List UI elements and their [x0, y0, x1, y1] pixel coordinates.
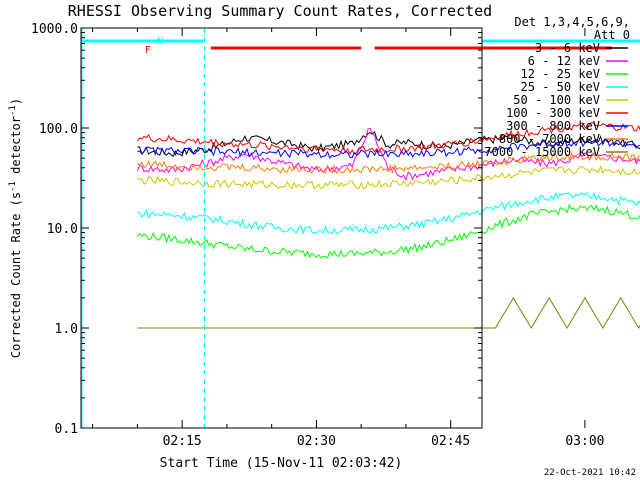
series-line-7: [137, 151, 640, 175]
legend-label: 50 - 100 keV: [513, 93, 600, 107]
x-axis-label: Start Time (15-Nov-11 02:03:42): [160, 456, 403, 471]
y-axis-label-exponent-1: -1: [8, 181, 18, 192]
x-tick-label: 02:45: [431, 434, 470, 449]
series-line-0: [137, 130, 640, 158]
legend-label: 7000 - 15000 keV: [484, 145, 600, 159]
y-tick-label: 10.0: [47, 222, 78, 237]
footer-date: 22-Oct-2021 10:42: [544, 468, 636, 478]
y-axis-label-middle: detector: [9, 116, 23, 181]
legend-label: 300 - 800 keV: [506, 119, 600, 133]
flag-label-n: N: [157, 36, 163, 47]
legend-label: 6 - 12 keV: [528, 54, 600, 68]
y-tick-label: 1.0: [55, 322, 78, 337]
legend-label: 800 - 7000 keV: [499, 132, 600, 146]
y-axis-label-prefix: Corrected Count Rate (s: [9, 192, 23, 358]
y-tick-label: 1000.0: [31, 22, 78, 37]
y-axis-label-exponent-2: -1: [8, 105, 18, 116]
legend-label: 3 - 6 keV: [535, 41, 600, 55]
series-line-8: [137, 296, 640, 329]
series-line-2: [137, 203, 640, 259]
series-line-5: [136, 122, 640, 155]
y-tick-label: 100.0: [39, 122, 78, 137]
series-line-3: [137, 191, 640, 235]
y-axis-label-suffix: ): [9, 98, 23, 105]
x-tick-label: 03:00: [565, 434, 604, 449]
flag-label-f: F: [145, 45, 151, 56]
x-tick-label: 02:30: [297, 434, 336, 449]
y-tick-label: 0.1: [55, 422, 78, 437]
series-line-4: [137, 164, 640, 190]
y-axis-label: Corrected Count Rate (s-1 detector-1): [8, 98, 23, 358]
legend-label: 12 - 25 keV: [521, 67, 600, 81]
detector-info-line-1: Det 1,3,4,5,6,9,: [514, 15, 630, 29]
detector-info-line-2: Att 0: [594, 28, 630, 42]
legend-label: 25 - 50 keV: [521, 80, 600, 94]
chart-title: RHESSI Observing Summary Count Rates, Co…: [68, 2, 492, 20]
series-line-6: [137, 137, 640, 159]
x-tick-label: 02:15: [163, 434, 202, 449]
legend-label: 100 - 300 keV: [506, 106, 600, 120]
